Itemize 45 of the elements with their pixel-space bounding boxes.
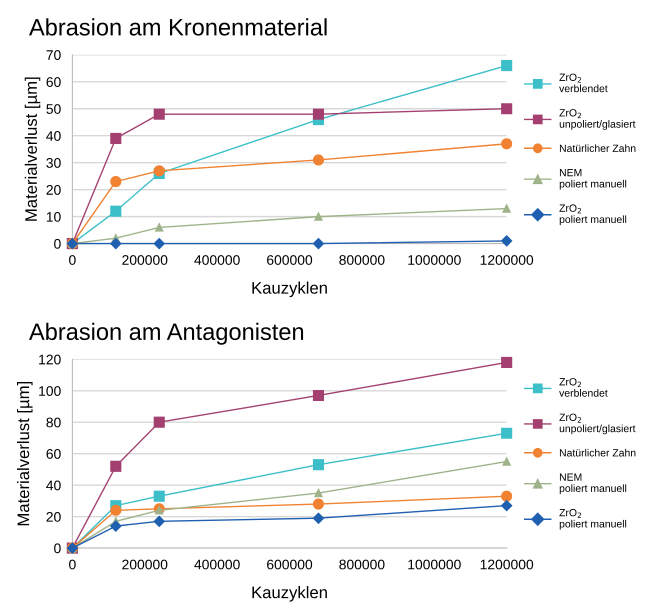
y-tick-label: 120	[39, 354, 61, 364]
x-axis-title: Kauzyklen	[252, 282, 327, 298]
legend-label: ZrO$_{2}$ poliert manuell	[559, 508, 626, 530]
y-tick-label: 0	[54, 238, 61, 249]
y-tick-label: 70	[46, 50, 61, 60]
y-tick-label: 60	[46, 77, 61, 87]
y-tick-label: 50	[46, 104, 61, 114]
x-tick-label: 600000	[267, 560, 312, 570]
y-axis-title: Materialverlust [µm]	[17, 382, 33, 526]
x-tick-label: 1000000	[408, 560, 461, 570]
y-tick-label: 20	[46, 184, 61, 195]
y-axis-title: Materialverlust [µm]	[24, 78, 40, 221]
y-tick-label: 40	[46, 480, 61, 490]
y-tick-label: 100	[39, 386, 61, 396]
legend-label: ZrO$_{2}$ unpoliert/glasiert	[559, 414, 636, 434]
x-tick-label: 1000000	[408, 255, 461, 265]
legend-label: ZrO$_{2}$ verblendet	[559, 378, 608, 397]
x-axis-title: Kauzyklen	[252, 586, 327, 602]
chart-title: Abrasion am Antagonisten	[29, 322, 304, 345]
y-tick-label: 0	[54, 543, 61, 554]
legend-label: Natürlicher Zahn	[560, 448, 636, 456]
x-tick-label: 0	[69, 255, 76, 265]
y-tick-label: 10	[46, 212, 61, 222]
y-tick-label: 60	[46, 449, 61, 459]
x-tick-label: 800000	[339, 560, 385, 570]
y-tick-label: 40	[46, 131, 61, 141]
legend-label: NEM poliert manuell	[560, 474, 626, 494]
x-tick-label: 200000	[122, 560, 168, 570]
legend-label: Natürlicher Zahn	[560, 144, 636, 152]
x-tick-label: 400000	[194, 560, 240, 570]
chart-title: Abrasion am Kronenmaterial	[29, 18, 327, 36]
legend-label: ZrO$_{2}$ unpoliert/glasiert	[559, 109, 636, 130]
legend-label: ZrO$_{2}$ verblendet	[559, 74, 608, 92]
x-tick-label: 1200000	[480, 255, 534, 265]
y-tick-label: 20	[46, 512, 61, 522]
legend-label: NEM poliert manuell	[560, 169, 626, 190]
y-tick-label: 80	[46, 418, 61, 428]
x-tick-label: 400000	[194, 255, 240, 265]
x-tick-label: 0	[69, 560, 76, 570]
x-tick-label: 800000	[339, 255, 385, 265]
x-tick-label: 600000	[267, 255, 312, 265]
y-tick-label: 30	[46, 158, 61, 168]
x-tick-label: 200000	[122, 255, 168, 265]
legend-label: ZrO$_{2}$ poliert manuell	[559, 204, 626, 226]
x-tick-label: 1200000	[480, 560, 534, 570]
